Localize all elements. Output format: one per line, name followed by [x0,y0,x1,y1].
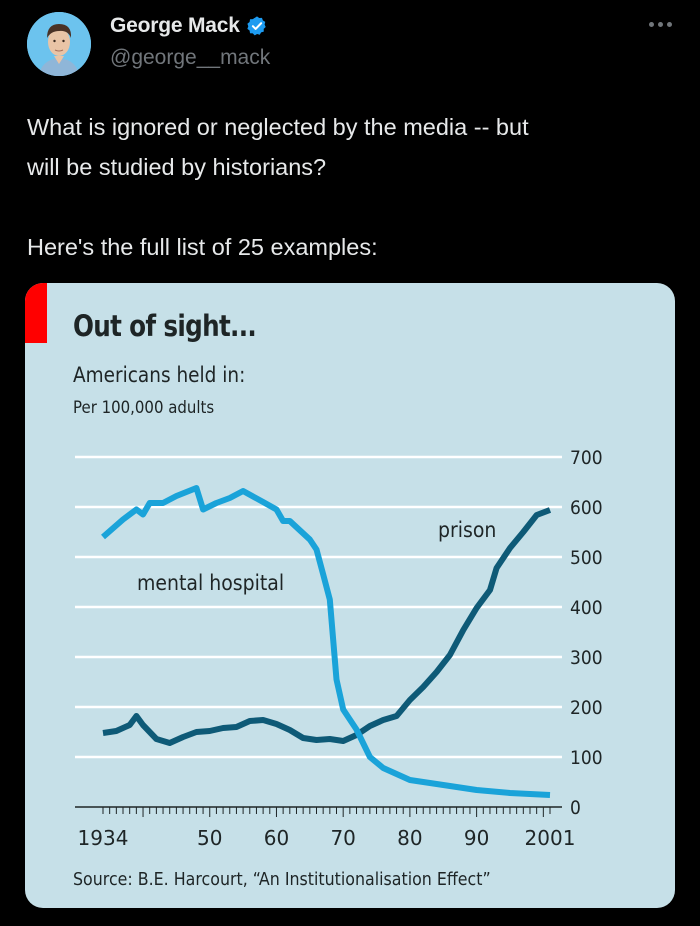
chart-subtitle: Americans held in: [73,363,246,387]
y-tick-label: 600 [570,497,603,519]
x-tick-label: 80 [397,826,422,850]
y-tick-label: 700 [570,447,603,469]
x-tick-label: 1934 [78,826,129,850]
avatar[interactable] [27,12,91,76]
series-line-mental-hospital [101,485,551,798]
chart-title: Out of sight... [73,309,257,343]
tweet-media-chart[interactable]: Out of sight... Americans held in: Per 1… [25,283,675,908]
more-horizontal-icon [649,22,654,27]
x-tick-label: 90 [464,826,489,850]
chart-unit-label: Per 100,000 adults [73,398,215,418]
y-tick-label: 500 [570,547,603,569]
avatar-illustration-icon [27,12,91,76]
chart-source: Source: B.E. Harcourt, “An Institutional… [73,869,491,890]
y-tick-label: 100 [570,747,603,769]
tweet-text-line: Here's the full list of 25 examples: [27,234,378,260]
tweet-text: What is ignored or neglected by the medi… [27,107,667,267]
y-tick-label: 400 [570,597,603,619]
x-tick-label: 2001 [525,826,576,850]
tweet-text-line: What is ignored or neglected by the medi… [27,114,529,140]
series-label-mental-hospital: mental hospital [137,570,284,595]
tweet-text-line: will be studied by historians? [27,154,327,180]
x-tick-label: 60 [264,826,289,850]
author-handle[interactable]: @george__mack [110,46,271,69]
series-line-prison [102,507,552,746]
y-tick-label: 300 [570,647,603,669]
more-horizontal-icon [658,22,663,27]
more-horizontal-icon [667,22,672,27]
author-name-row: George Mack [110,14,268,38]
more-options-button[interactable] [649,22,672,27]
author-name[interactable]: George Mack [110,14,240,37]
line-chart: 0 100 200 300 400 500 600 700 1934 50 60 70 80 90 200… [75,447,603,850]
series-label-prison: prison [438,517,496,542]
chart-red-tag [25,283,47,343]
y-tick-label: 0 [570,797,581,819]
tweet-header: George Mack @george__mack [0,0,700,100]
y-tick-label: 200 [570,697,603,719]
verified-badge-icon [247,16,266,36]
x-tick-label: 50 [197,826,222,850]
x-tick-label: 70 [330,826,355,850]
